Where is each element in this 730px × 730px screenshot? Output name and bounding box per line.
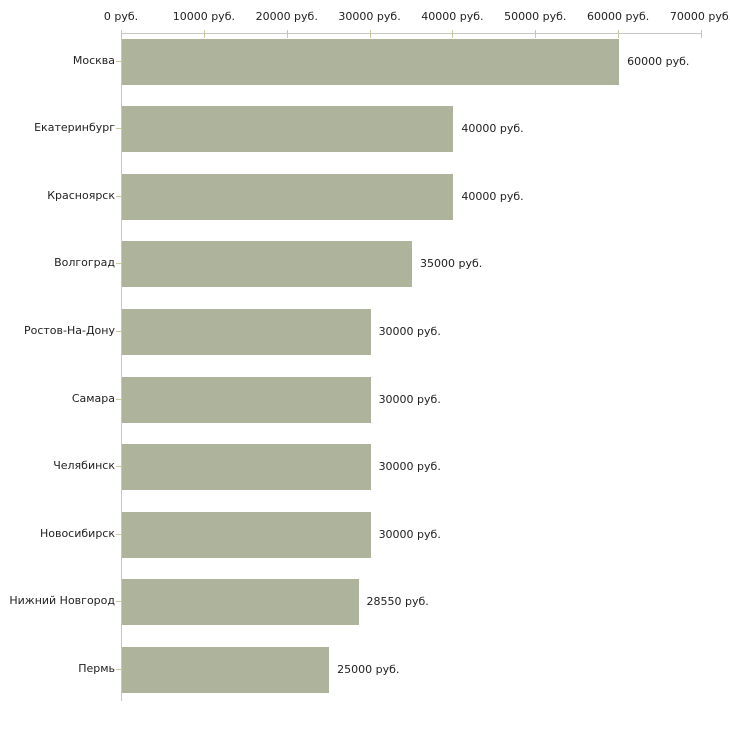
category-tick-mark bbox=[116, 533, 121, 535]
bar-value-label: 40000 руб. bbox=[461, 122, 524, 136]
x-axis-labels: 0 руб. 10000 руб. 20000 руб. 30000 руб. 4000… bbox=[104, 0, 730, 33]
x-axis-tick-mark bbox=[535, 30, 537, 38]
x-axis-tick-label: 40000 руб. bbox=[421, 10, 484, 23]
bar bbox=[122, 38, 620, 85]
bar-value-label: 30000 руб. bbox=[378, 324, 441, 338]
category-label: Пермь bbox=[78, 661, 115, 675]
x-axis-tick-label: 10000 руб. bbox=[172, 10, 235, 23]
bar bbox=[122, 646, 330, 693]
x-axis-tick-mark bbox=[203, 30, 205, 38]
category-label: Новосибирск bbox=[39, 526, 115, 540]
bar bbox=[122, 511, 371, 558]
x-axis-tick-mark bbox=[121, 30, 122, 38]
bar-value-label: 60000 руб. bbox=[627, 54, 690, 68]
bar bbox=[122, 173, 454, 220]
bar-value-label: 30000 руб. bbox=[378, 392, 441, 406]
plot-area: 60000 руб. 40000 руб. 40000 руб. 35000 руб.… bbox=[121, 30, 702, 701]
bar bbox=[122, 579, 359, 626]
bar bbox=[122, 241, 412, 288]
x-axis-tick-mark bbox=[452, 30, 454, 38]
category-tick-mark bbox=[116, 398, 121, 400]
category-label: Красноярск bbox=[47, 188, 115, 202]
category-tick-mark bbox=[116, 60, 121, 62]
x-axis-tick-label: 70000 руб. bbox=[669, 10, 730, 23]
bar bbox=[122, 308, 371, 355]
category-tick-mark bbox=[116, 466, 121, 468]
category-label: Самара bbox=[71, 391, 115, 405]
x-axis-tick-label: 0 руб. bbox=[103, 10, 139, 23]
category-tick-mark bbox=[116, 263, 121, 265]
bar-value-label: 30000 руб. bbox=[378, 527, 441, 541]
x-axis-tick-mark bbox=[618, 30, 620, 38]
category-label: Ростов-На-Дону bbox=[23, 323, 115, 337]
category-tick-mark bbox=[116, 195, 121, 197]
bar bbox=[122, 106, 454, 153]
bar-value-label: 25000 руб. bbox=[337, 662, 400, 676]
category-tick-mark bbox=[116, 128, 121, 130]
x-axis-tick-label: 60000 руб. bbox=[587, 10, 650, 23]
x-axis-tick-label: 30000 руб. bbox=[338, 10, 401, 23]
bar-value-label: 35000 руб. bbox=[420, 257, 483, 271]
category-tick-mark bbox=[116, 668, 121, 670]
category-label: Екатеринбург bbox=[34, 121, 115, 135]
x-axis-tick-label: 50000 руб. bbox=[504, 10, 567, 23]
category-label: Нижний Новгород bbox=[9, 594, 115, 608]
bar-value-label: 28550 руб. bbox=[366, 595, 429, 609]
category-tick-mark bbox=[116, 330, 121, 332]
category-label: Челябинск bbox=[53, 459, 115, 473]
category-tick-mark bbox=[116, 601, 121, 603]
category-label: Москва bbox=[72, 53, 115, 67]
x-axis-tick-mark bbox=[286, 30, 288, 38]
x-axis-tick-mark bbox=[701, 30, 702, 38]
category-label: Волгоград bbox=[54, 256, 115, 270]
bar-value-label: 40000 руб. bbox=[461, 189, 524, 203]
bar-value-label: 30000 руб. bbox=[378, 460, 441, 474]
x-axis-tick-mark bbox=[369, 30, 371, 38]
bar bbox=[122, 444, 371, 491]
x-axis-tick-label: 20000 руб. bbox=[255, 10, 318, 23]
bar bbox=[122, 376, 371, 423]
